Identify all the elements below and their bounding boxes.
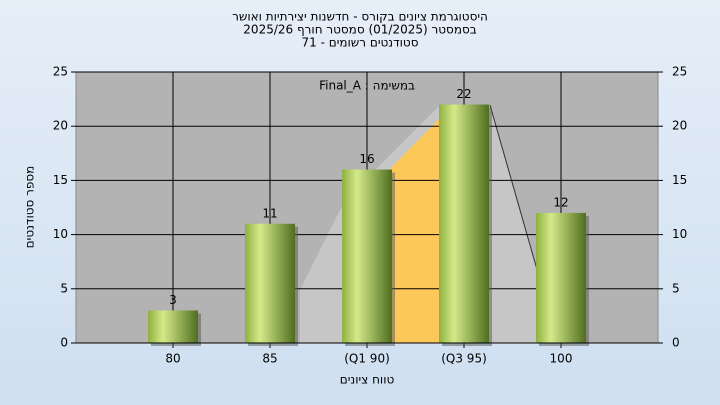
bar: [245, 223, 295, 343]
x-axis-label: טווח ציונים: [340, 373, 395, 387]
x-tick-label: 85: [262, 352, 277, 366]
y2-tick-label: 0: [672, 336, 680, 350]
chart-subtitle: בסמסטר (01/2025) סמסטר חורף 2025/26: [243, 23, 476, 37]
x-tick-label: (Q1 90): [344, 352, 390, 366]
y-axis-label: מספר סטודנטים: [23, 166, 37, 249]
y-tick-label: 5: [60, 281, 68, 295]
y-tick-label: 15: [53, 173, 68, 187]
y2-tick-label: 5: [672, 281, 680, 295]
bar: [148, 310, 198, 343]
y-tick-label: 0: [60, 336, 68, 350]
bar: [536, 212, 586, 343]
x-tick-label: (Q3 95): [441, 352, 487, 366]
y2-tick-label: 15: [672, 173, 687, 187]
y-tick-label: 20: [53, 119, 68, 133]
chart-title: היסטוגרמת ציונים בקורס - חדשנות יצירתיות…: [232, 10, 488, 24]
value-label: 22: [456, 87, 471, 101]
y2-tick-label: 20: [672, 119, 687, 133]
value-label: 11: [262, 206, 277, 220]
x-tick-label: 100: [550, 352, 573, 366]
y-tick-label: 25: [53, 65, 68, 79]
y2-tick-label: 10: [672, 227, 687, 241]
y-tick-label: 10: [53, 227, 68, 241]
value-label: 16: [359, 152, 374, 166]
x-tick-label: 80: [165, 352, 180, 366]
chart-subtitle: סטודנטים רשומים - 71: [301, 36, 418, 50]
bar: [439, 104, 489, 344]
value-label: 3: [169, 293, 177, 307]
y2-tick-label: 25: [672, 65, 687, 79]
value-label: 12: [553, 195, 568, 209]
distribution-line: [489, 104, 541, 281]
bar: [342, 169, 392, 343]
